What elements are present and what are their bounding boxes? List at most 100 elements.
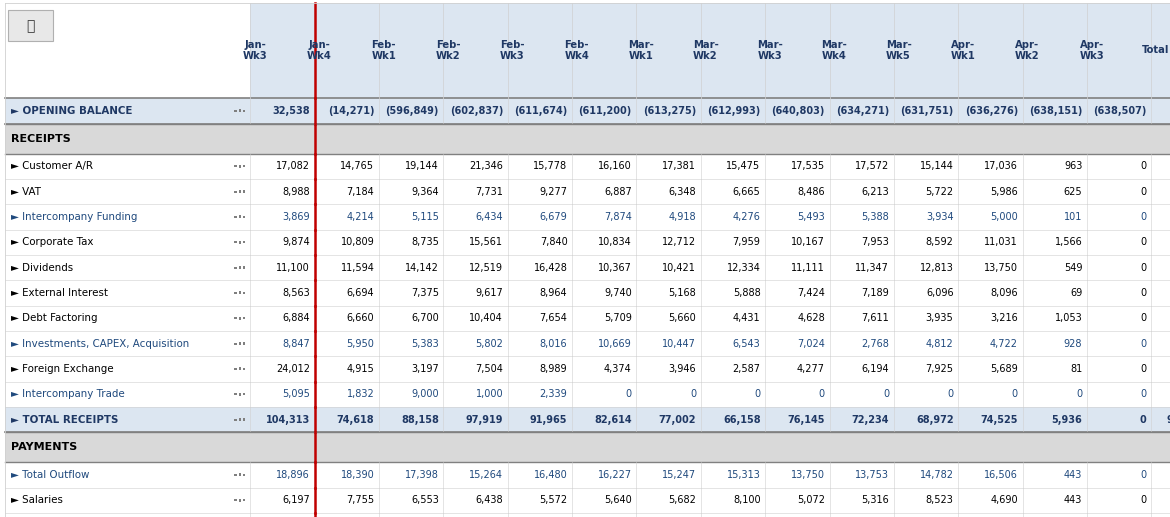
Bar xyxy=(1151,98,1170,124)
Text: 5,072: 5,072 xyxy=(797,495,825,505)
Bar xyxy=(572,98,636,124)
Bar xyxy=(765,382,830,407)
Bar xyxy=(315,280,379,306)
Bar xyxy=(1151,204,1170,230)
Bar xyxy=(443,356,508,382)
Bar xyxy=(1087,230,1151,255)
Bar xyxy=(701,306,765,331)
Text: 0: 0 xyxy=(1140,415,1147,424)
Text: 6,438: 6,438 xyxy=(475,495,503,505)
Bar xyxy=(572,255,636,280)
Bar xyxy=(250,204,315,230)
Bar xyxy=(5,356,229,382)
Bar xyxy=(572,488,636,513)
Bar xyxy=(636,382,701,407)
Bar xyxy=(250,382,315,407)
Bar xyxy=(830,280,894,306)
Bar xyxy=(830,154,894,179)
Bar xyxy=(636,98,701,124)
Text: (638,507): (638,507) xyxy=(1093,106,1147,116)
Text: 6,434: 6,434 xyxy=(475,212,503,222)
Text: 10,809: 10,809 xyxy=(340,237,374,247)
Text: 6,213: 6,213 xyxy=(861,187,889,196)
Bar xyxy=(1087,306,1151,331)
Bar xyxy=(243,292,246,294)
Text: ► Debt Factoring: ► Debt Factoring xyxy=(11,313,97,323)
Text: 4,214: 4,214 xyxy=(346,212,374,222)
Text: 6,884: 6,884 xyxy=(282,313,310,323)
Bar xyxy=(958,488,1023,513)
Text: 4,918: 4,918 xyxy=(668,212,696,222)
Text: 16,506: 16,506 xyxy=(984,470,1018,480)
Text: 5,168: 5,168 xyxy=(668,288,696,298)
Bar xyxy=(443,255,508,280)
Bar xyxy=(1023,331,1087,356)
Bar xyxy=(508,179,572,204)
Bar xyxy=(379,154,443,179)
Text: 10,669: 10,669 xyxy=(598,339,632,348)
Bar xyxy=(765,306,830,331)
Bar xyxy=(379,255,443,280)
Text: 7,611: 7,611 xyxy=(861,313,889,323)
Text: (14,271): (14,271) xyxy=(328,106,374,116)
Text: Feb-
Wk1: Feb- Wk1 xyxy=(371,40,397,61)
Bar xyxy=(572,331,636,356)
Bar xyxy=(572,462,636,488)
Bar xyxy=(701,407,765,432)
Text: 5,802: 5,802 xyxy=(475,339,503,348)
Bar xyxy=(243,317,246,320)
Text: 1,053: 1,053 xyxy=(1054,313,1082,323)
Bar xyxy=(8,10,53,41)
Bar xyxy=(701,488,765,513)
Text: RECEIPTS: RECEIPTS xyxy=(11,133,70,144)
Text: 4,690: 4,690 xyxy=(990,495,1018,505)
Bar xyxy=(229,488,250,513)
Bar xyxy=(234,110,236,112)
Bar xyxy=(1023,230,1087,255)
Text: 0: 0 xyxy=(948,389,954,399)
Text: 443: 443 xyxy=(1064,495,1082,505)
Bar xyxy=(508,306,572,331)
Bar xyxy=(701,331,765,356)
Bar xyxy=(572,407,636,432)
Bar xyxy=(239,216,241,218)
Bar xyxy=(443,488,508,513)
Bar xyxy=(379,407,443,432)
Bar xyxy=(1023,179,1087,204)
Bar xyxy=(830,230,894,255)
Bar xyxy=(830,255,894,280)
Bar xyxy=(379,488,443,513)
Bar xyxy=(229,179,250,204)
Bar xyxy=(1151,488,1170,513)
Bar xyxy=(5,513,229,517)
Text: 11,111: 11,111 xyxy=(791,263,825,272)
Bar xyxy=(379,179,443,204)
Bar xyxy=(315,98,379,124)
Text: 8,563: 8,563 xyxy=(282,288,310,298)
Text: 5,709: 5,709 xyxy=(604,313,632,323)
Bar xyxy=(508,488,572,513)
Text: 7,925: 7,925 xyxy=(925,364,954,374)
Text: 5,888: 5,888 xyxy=(732,288,760,298)
Text: ► Customer A/R: ► Customer A/R xyxy=(11,161,92,171)
Bar xyxy=(5,432,1170,462)
Bar xyxy=(1087,462,1151,488)
Bar xyxy=(958,230,1023,255)
Bar xyxy=(508,230,572,255)
Text: 3,934: 3,934 xyxy=(925,212,954,222)
Text: 0: 0 xyxy=(1141,187,1147,196)
Text: 2,339: 2,339 xyxy=(539,389,567,399)
Text: 8,847: 8,847 xyxy=(282,339,310,348)
Bar xyxy=(1087,179,1151,204)
Bar xyxy=(636,513,701,517)
Bar xyxy=(239,393,241,396)
Bar xyxy=(5,204,229,230)
Bar xyxy=(5,407,229,432)
Text: Mar-
Wk5: Mar- Wk5 xyxy=(886,40,911,61)
Text: 7,874: 7,874 xyxy=(604,212,632,222)
Bar xyxy=(701,382,765,407)
Bar xyxy=(1023,255,1087,280)
Bar xyxy=(239,241,241,244)
Text: 9,000: 9,000 xyxy=(411,389,439,399)
Bar xyxy=(636,407,701,432)
